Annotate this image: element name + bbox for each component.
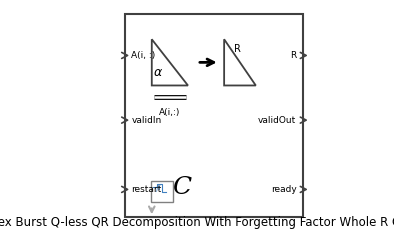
Text: restart: restart — [132, 185, 162, 194]
Text: Complex Burst Q-less QR Decomposition With Forgetting Factor Whole R Output: Complex Burst Q-less QR Decomposition Wi… — [0, 216, 394, 229]
Text: fi: fi — [155, 184, 161, 192]
Polygon shape — [152, 39, 188, 85]
Text: A(i, :): A(i, :) — [132, 51, 156, 60]
Text: validOut: validOut — [258, 116, 296, 125]
Text: ready: ready — [271, 185, 296, 194]
Polygon shape — [224, 39, 256, 85]
Text: C: C — [172, 176, 191, 199]
Text: A(i,:): A(i,:) — [159, 108, 180, 116]
Text: R: R — [234, 43, 241, 54]
FancyBboxPatch shape — [151, 181, 173, 202]
Bar — [125, 14, 303, 217]
Text: α: α — [153, 66, 162, 79]
Text: validIn: validIn — [132, 116, 162, 125]
Text: R: R — [290, 51, 296, 60]
